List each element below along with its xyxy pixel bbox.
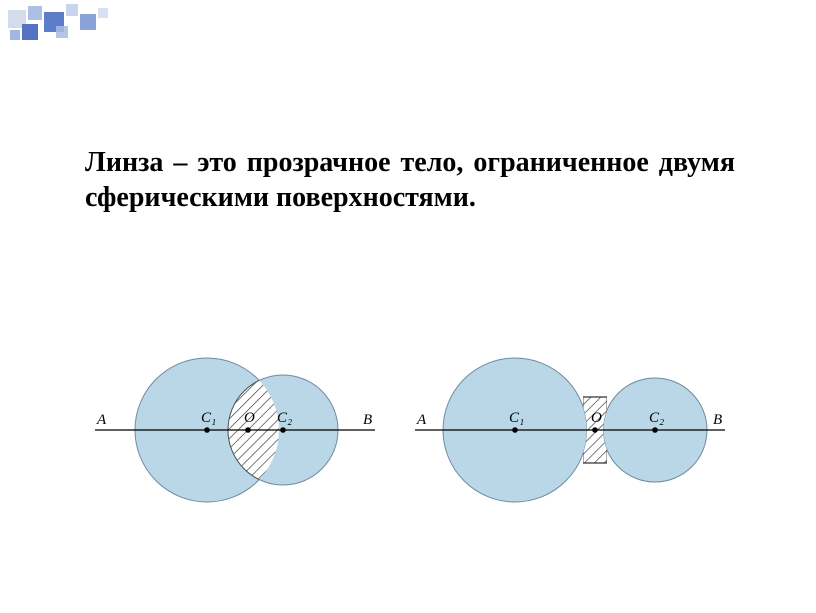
svg-text:C₂: C₂ <box>649 410 664 426</box>
corner-decoration <box>0 0 180 50</box>
svg-text:O: O <box>591 410 602 426</box>
svg-text:B: B <box>713 412 722 428</box>
svg-text:A: A <box>96 412 107 428</box>
diagrams-container: C₁ O C₂ A B C₁ O C₂ A B <box>85 320 735 540</box>
svg-text:C₂: C₂ <box>277 410 292 426</box>
svg-text:B: B <box>363 412 372 428</box>
convex-lens-diagram: C₁ O C₂ A B <box>85 335 385 525</box>
svg-text:O: O <box>244 410 255 426</box>
svg-text:C₁: C₁ <box>201 410 216 426</box>
svg-text:C₁: C₁ <box>509 410 524 426</box>
svg-text:A: A <box>416 412 427 428</box>
concave-lens-diagram: C₁ O C₂ A B <box>405 335 735 525</box>
definition-text: Линза – это прозрачное тело, ограниченно… <box>85 145 735 215</box>
